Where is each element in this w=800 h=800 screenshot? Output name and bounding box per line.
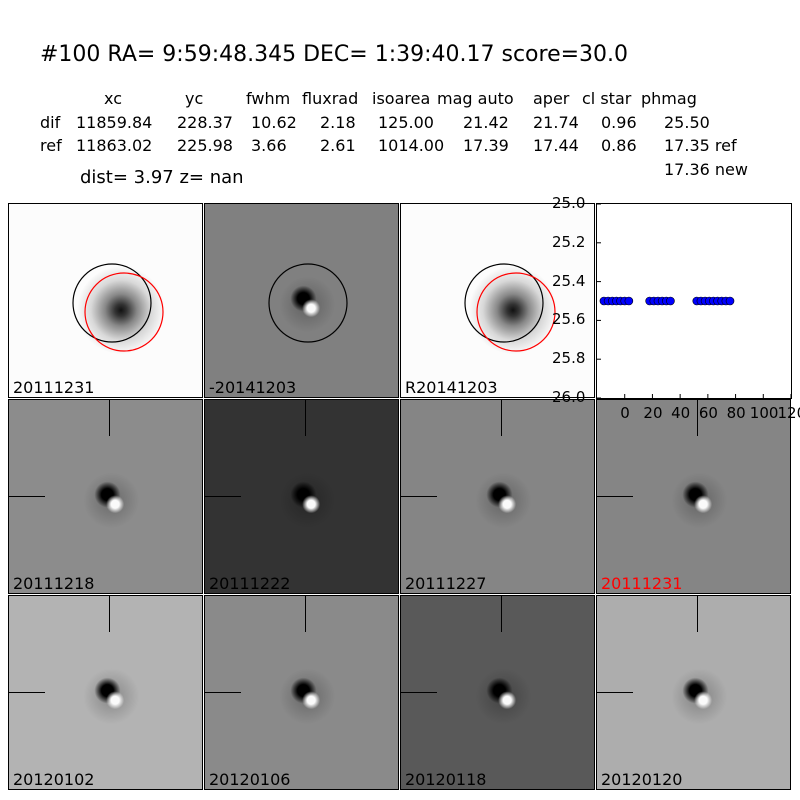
crosshair-tick-vertical [501, 400, 502, 436]
crosshair-tick-horizontal [401, 496, 437, 497]
panel-date-label: 20111222 [209, 574, 291, 593]
table-cell: 11863.02 [76, 136, 153, 155]
crosshair-tick-horizontal [597, 496, 633, 497]
ref-aperture-circle [72, 263, 152, 343]
column-header: fwhm [246, 89, 291, 108]
crosshair-tick-horizontal [9, 692, 45, 693]
table-cell: 17.35 ref [664, 136, 737, 155]
new-phmag: 17.36 new [664, 160, 748, 179]
table-cell: 11859.84 [76, 113, 153, 132]
cutout-panel: 20111222 [204, 399, 399, 594]
cutout-panel: 20111218 [8, 399, 203, 594]
x-tick-label: 120 [777, 404, 800, 422]
panel-date-label: 20111218 [13, 574, 95, 593]
data-point [666, 296, 675, 306]
table-cell: 0.86 [601, 136, 637, 155]
panel-date-label: 20120120 [601, 770, 683, 789]
data-point [725, 296, 735, 306]
cutout-panel: 20111231 [596, 399, 791, 594]
dif-aperture-circle [476, 272, 556, 352]
crosshair-tick-horizontal [401, 692, 437, 693]
table-cell: 228.37 [177, 113, 233, 132]
table-cell: 25.50 [664, 113, 710, 132]
table-cell: 17.39 [463, 136, 509, 155]
table-cell: 10.62 [251, 113, 297, 132]
column-header: fluxrad [302, 89, 359, 108]
crosshair-tick-horizontal [205, 496, 241, 497]
y-tick-label: 26.0 [552, 388, 586, 406]
cutout-panel: 20111231 [8, 203, 203, 398]
table-cell: 2.61 [320, 136, 356, 155]
column-header: aper [533, 89, 570, 108]
crosshair-tick-vertical [501, 596, 502, 632]
table-cell: 0.96 [601, 113, 637, 132]
table-cell: 125.00 [378, 113, 434, 132]
table-cell: 225.98 [177, 136, 233, 155]
x-tick-label: 80 [726, 404, 746, 422]
crosshair-tick-vertical [109, 400, 110, 436]
data-point [624, 296, 634, 306]
x-tick-label: 20 [643, 404, 663, 422]
y-tick-label: 25.0 [552, 194, 586, 212]
column-header: mag auto [437, 89, 514, 108]
panel-date-label: 20111231 [13, 378, 95, 397]
table-cell: 17.44 [533, 136, 579, 155]
column-header: phmag [641, 89, 697, 108]
panel-date-label: -20141203 [209, 378, 297, 397]
table-cell: 3.66 [251, 136, 287, 155]
y-tick-label: 25.6 [552, 310, 586, 329]
crosshair-tick-vertical [109, 596, 110, 632]
crosshair-tick-horizontal [597, 692, 633, 693]
ref-aperture-circle [464, 263, 544, 343]
ref-aperture-circle [268, 263, 348, 343]
panel-date-label: 20111231 [601, 574, 683, 593]
aperture-circles [72, 263, 164, 352]
cutout-panel: R20141203 [400, 203, 595, 398]
y-tick-label: 25.8 [552, 349, 586, 368]
cutout-panel: 20120118 [400, 595, 595, 790]
column-header: xc [104, 89, 122, 108]
x-tick-label: 40 [671, 404, 691, 422]
panel-date-label: 20120118 [405, 770, 487, 789]
dif-aperture-circle [84, 272, 164, 352]
aperture-circles [464, 263, 556, 352]
light-curve-svg [597, 203, 792, 399]
panel-date-label: 20120102 [13, 770, 95, 789]
row-label: ref [40, 136, 62, 155]
x-tick-label: 100 [749, 404, 779, 422]
table-cell: 1014.00 [378, 136, 445, 155]
cutout-panel: 20120120 [596, 595, 791, 790]
table-cell: 21.74 [533, 113, 579, 132]
panel-date-label: 20111227 [405, 574, 487, 593]
page-title: #100 RA= 9:59:48.345 DEC= 1:39:40.17 sco… [40, 42, 629, 67]
cutout-panel: 20120106 [204, 595, 399, 790]
crosshair-tick-vertical [305, 400, 306, 436]
column-header: cl star [582, 89, 632, 108]
cutout-panel: 20120102 [8, 595, 203, 790]
crosshair-tick-vertical [305, 596, 306, 632]
column-header: yc [185, 89, 204, 108]
crosshair-tick-horizontal [205, 692, 241, 693]
x-tick-label: 0 [620, 404, 630, 422]
aperture-circles [268, 263, 348, 343]
cutout-panel: -20141203 [204, 203, 399, 398]
panel-date-label: 20120106 [209, 770, 291, 789]
column-header: isoarea [372, 89, 431, 108]
table-cell: 2.18 [320, 113, 356, 132]
cutout-panel: 20111227 [400, 399, 595, 594]
row-label: dif [40, 113, 61, 132]
distance-line: dist= 3.97 z= nan [80, 167, 244, 188]
panel-date-label: R20141203 [405, 378, 498, 397]
crosshair-tick-horizontal [9, 496, 45, 497]
crosshair-tick-vertical [697, 596, 698, 632]
crosshair-tick-vertical [697, 400, 698, 436]
table-cell: 21.42 [463, 113, 509, 132]
y-tick-label: 25.2 [552, 232, 586, 251]
x-tick-label: 60 [698, 404, 718, 422]
y-tick-label: 25.4 [552, 271, 586, 290]
light-curve-plot [596, 203, 792, 399]
